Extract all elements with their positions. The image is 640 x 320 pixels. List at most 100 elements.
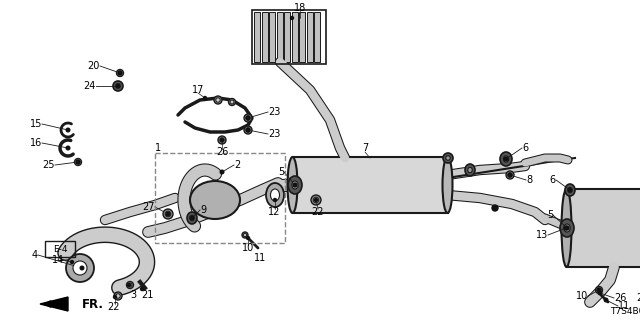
Ellipse shape — [503, 156, 509, 162]
Ellipse shape — [500, 152, 512, 166]
Ellipse shape — [568, 187, 572, 193]
Bar — [299, 12, 305, 62]
Circle shape — [508, 173, 512, 177]
Text: FR.: FR. — [82, 298, 104, 310]
Circle shape — [74, 158, 81, 165]
Ellipse shape — [288, 176, 302, 194]
Circle shape — [218, 136, 226, 144]
Circle shape — [568, 188, 572, 192]
Circle shape — [228, 99, 236, 106]
Circle shape — [116, 69, 124, 76]
Circle shape — [273, 198, 276, 202]
Circle shape — [293, 183, 297, 187]
Circle shape — [116, 294, 120, 298]
Ellipse shape — [442, 157, 452, 213]
Text: 22: 22 — [312, 207, 324, 217]
Text: 10: 10 — [242, 243, 254, 253]
Circle shape — [127, 284, 131, 286]
Bar — [314, 12, 320, 62]
Bar — [45, 241, 75, 257]
Circle shape — [163, 209, 173, 219]
Ellipse shape — [116, 84, 120, 88]
Ellipse shape — [113, 81, 123, 91]
Ellipse shape — [465, 164, 475, 176]
Circle shape — [118, 71, 122, 75]
Circle shape — [66, 128, 70, 132]
Bar — [254, 12, 260, 62]
Text: 12: 12 — [268, 207, 280, 217]
Text: 27: 27 — [143, 202, 155, 212]
Circle shape — [291, 17, 294, 20]
Text: 5: 5 — [278, 167, 284, 177]
Circle shape — [565, 226, 569, 230]
Circle shape — [114, 292, 122, 300]
Ellipse shape — [190, 181, 240, 219]
Text: 7: 7 — [362, 143, 368, 153]
Circle shape — [76, 160, 80, 164]
Circle shape — [597, 288, 601, 292]
Circle shape — [242, 232, 248, 238]
Circle shape — [508, 173, 512, 177]
Ellipse shape — [564, 224, 570, 232]
Ellipse shape — [271, 189, 280, 201]
Ellipse shape — [445, 156, 451, 160]
Text: 14: 14 — [52, 255, 64, 265]
Bar — [566, 189, 640, 267]
Bar — [262, 12, 268, 62]
Text: 15: 15 — [29, 119, 42, 129]
Circle shape — [246, 236, 250, 239]
Circle shape — [246, 116, 250, 120]
Bar — [276, 12, 282, 62]
Circle shape — [113, 295, 116, 299]
Circle shape — [311, 195, 321, 205]
Text: E-4: E-4 — [52, 244, 67, 253]
Circle shape — [604, 298, 608, 302]
Text: 22: 22 — [107, 302, 119, 312]
Circle shape — [243, 233, 246, 237]
Text: 26: 26 — [636, 293, 640, 303]
Circle shape — [244, 126, 252, 134]
Text: 4: 4 — [32, 250, 38, 260]
Text: 1: 1 — [155, 143, 161, 153]
Circle shape — [244, 114, 252, 122]
FancyArrowPatch shape — [45, 301, 67, 307]
Circle shape — [214, 96, 222, 104]
Circle shape — [66, 146, 70, 150]
Circle shape — [564, 226, 568, 230]
Circle shape — [595, 286, 602, 293]
Circle shape — [506, 171, 514, 179]
Ellipse shape — [560, 219, 574, 237]
Text: 8: 8 — [526, 175, 532, 185]
Text: 25: 25 — [42, 160, 55, 170]
Ellipse shape — [292, 181, 298, 189]
Text: 13: 13 — [536, 230, 548, 240]
Text: 18: 18 — [294, 3, 306, 13]
Circle shape — [598, 291, 602, 295]
Ellipse shape — [565, 184, 575, 196]
Circle shape — [246, 128, 250, 132]
Bar — [252, 10, 326, 64]
Circle shape — [128, 283, 132, 287]
Circle shape — [492, 205, 498, 211]
Text: 6: 6 — [550, 175, 556, 185]
Circle shape — [314, 198, 317, 202]
Circle shape — [220, 170, 224, 174]
Ellipse shape — [189, 215, 195, 221]
Text: 9: 9 — [200, 205, 206, 215]
Text: 26: 26 — [216, 147, 228, 157]
Circle shape — [116, 84, 120, 88]
Ellipse shape — [468, 167, 472, 173]
Circle shape — [76, 160, 80, 164]
Text: 17: 17 — [192, 85, 204, 95]
Bar — [292, 157, 447, 213]
Circle shape — [221, 139, 223, 141]
Text: 6: 6 — [522, 143, 528, 153]
Text: 10: 10 — [576, 291, 588, 301]
Ellipse shape — [443, 153, 453, 163]
Circle shape — [80, 266, 84, 270]
Circle shape — [118, 71, 122, 75]
Circle shape — [165, 211, 171, 217]
Bar — [291, 12, 298, 62]
Circle shape — [216, 98, 220, 102]
Circle shape — [141, 287, 143, 291]
